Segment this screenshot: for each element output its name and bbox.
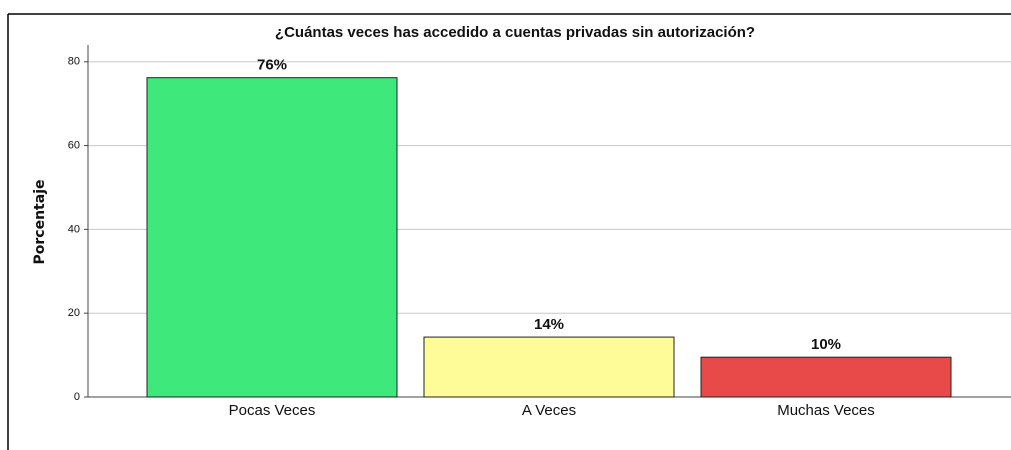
x-tick-label: Pocas Veces [229, 402, 316, 419]
data-label: 10% [811, 336, 841, 353]
bar [146, 77, 398, 398]
y-tick-label: 80 [68, 56, 80, 68]
bar [423, 336, 675, 398]
y-tick-label: 20 [68, 307, 80, 319]
y-axis-label: Porcentaje [32, 180, 48, 265]
y-tick-label: 60 [68, 139, 80, 151]
y-tick-label: 40 [68, 223, 80, 235]
data-label: 14% [534, 316, 564, 333]
chart-title: ¿Cuántas veces has accedido a cuentas pr… [275, 24, 755, 41]
x-tick-label: Muchas Veces [777, 402, 875, 419]
x-tick-label: A Veces [522, 402, 576, 419]
y-tick-label: 0 [74, 391, 80, 403]
data-label: 76% [257, 57, 287, 74]
bar [700, 356, 952, 398]
